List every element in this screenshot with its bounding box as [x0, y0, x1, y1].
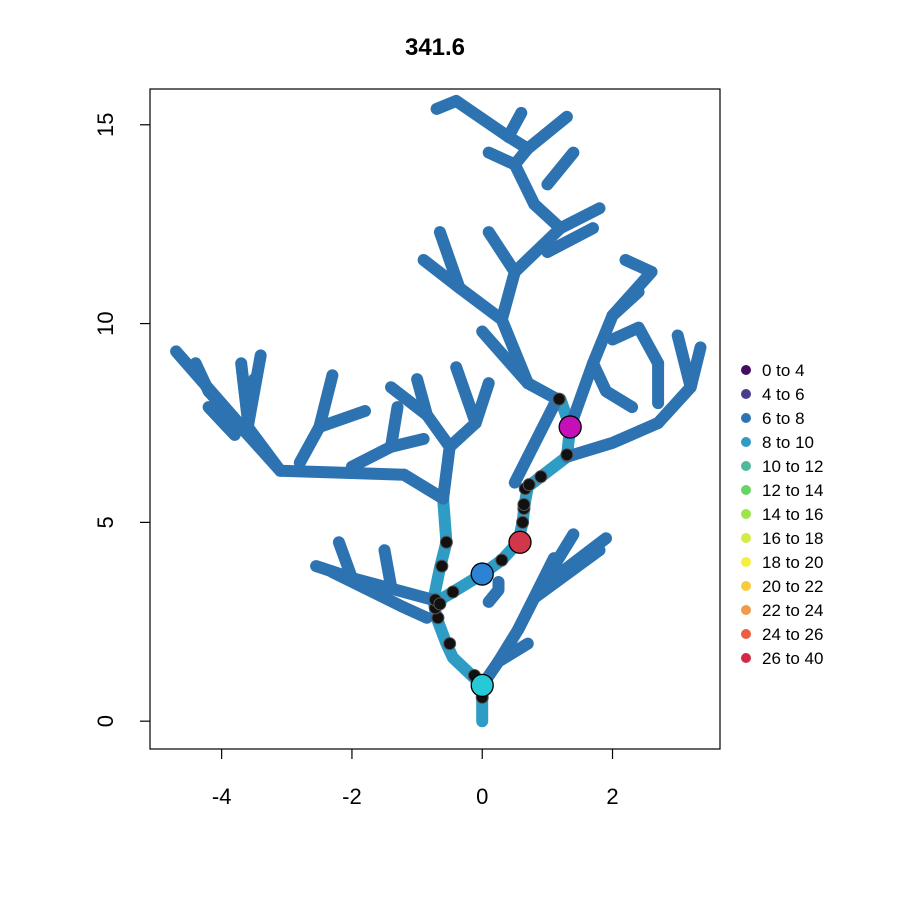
x-tick-label: -2	[342, 784, 362, 809]
legend-label: 14 to 16	[762, 505, 823, 524]
legend-swatch	[741, 389, 751, 399]
network-segment	[547, 532, 612, 584]
network-segment	[241, 349, 267, 433]
sample-point	[560, 448, 574, 462]
sample-point	[552, 392, 566, 406]
legend-label: 26 to 40	[762, 649, 823, 668]
x-tick-label: 2	[606, 784, 618, 809]
network-segment	[606, 285, 645, 322]
sample-point	[534, 470, 548, 484]
sample-point	[516, 515, 530, 529]
sample-point	[522, 478, 536, 492]
legend-label: 6 to 8	[762, 409, 805, 428]
axes: -4 -2 0 2 0 5 10 15	[93, 113, 619, 809]
sample-point	[446, 585, 460, 599]
monitor-point	[508, 530, 532, 554]
network-segment	[482, 146, 567, 235]
y-tick-label: 5	[93, 516, 118, 528]
network-segment	[417, 254, 534, 390]
sample-point	[433, 597, 447, 611]
legend-label: 20 to 22	[762, 577, 823, 596]
network-segment	[385, 381, 456, 505]
network-segment	[189, 357, 215, 398]
sample-points	[428, 392, 574, 704]
chart-title: 341.6	[405, 34, 465, 61]
monitor-point	[558, 415, 582, 439]
network-segment	[411, 373, 433, 421]
stream-network	[170, 94, 707, 728]
sample-point	[439, 535, 453, 549]
network-segment	[502, 106, 528, 143]
legend-swatch	[741, 629, 751, 639]
network-segment	[430, 94, 534, 155]
sample-point	[435, 559, 449, 573]
legend-swatch	[741, 365, 751, 375]
y-tick-label: 0	[93, 715, 118, 727]
network-segment	[385, 432, 430, 453]
legend-swatch	[741, 557, 751, 567]
network-segment	[560, 417, 665, 463]
legend-label: 16 to 18	[762, 529, 823, 548]
legend-label: 24 to 26	[762, 625, 823, 644]
network-segment	[450, 361, 482, 429]
legend-label: 18 to 20	[762, 553, 823, 572]
monitor-point	[470, 673, 494, 698]
legend-label: 8 to 10	[762, 433, 814, 452]
legend-swatch	[741, 413, 751, 423]
legend-swatch	[741, 437, 751, 447]
legend-swatch	[741, 533, 751, 543]
network-segment	[326, 566, 433, 624]
y-tick-label: 10	[93, 311, 118, 335]
network-segment	[476, 325, 564, 489]
legend-label: 12 to 14	[762, 481, 823, 500]
sample-point	[517, 497, 531, 511]
legend-swatch	[741, 509, 751, 519]
network-segment	[378, 544, 397, 592]
sample-point	[495, 553, 509, 567]
x-tick-label: -4	[212, 784, 232, 809]
x-tick-label: 0	[476, 784, 488, 809]
network-segment	[433, 226, 466, 294]
y-tick-label: 15	[93, 113, 118, 137]
network-segment	[398, 468, 450, 505]
legend-label: 22 to 24	[762, 601, 823, 620]
monitor-points	[470, 415, 582, 698]
sample-point	[443, 637, 457, 651]
monitor-point	[470, 562, 494, 586]
legend-label: 4 to 6	[762, 385, 805, 404]
legend-swatch	[741, 605, 751, 615]
legend-swatch	[741, 581, 751, 591]
network-segment	[671, 329, 697, 394]
legend-swatch	[741, 461, 751, 471]
plot-frame	[149, 88, 721, 750]
legend-label: 0 to 4	[762, 361, 805, 380]
network-segment	[313, 405, 371, 433]
legend-swatch	[741, 485, 751, 495]
network-segment	[541, 222, 599, 258]
legend: 0 to 4 4 to 6 6 to 8 8 to 10 10 to 12 12 to 1…	[741, 361, 823, 668]
legend-swatch	[741, 653, 751, 663]
network-segment	[606, 321, 665, 370]
network-segment	[332, 536, 358, 584]
network-segment	[202, 401, 241, 441]
legend-label: 10 to 12	[762, 457, 823, 476]
network-segment	[482, 576, 505, 608]
network-segment	[587, 357, 639, 414]
network-segment	[541, 146, 580, 191]
